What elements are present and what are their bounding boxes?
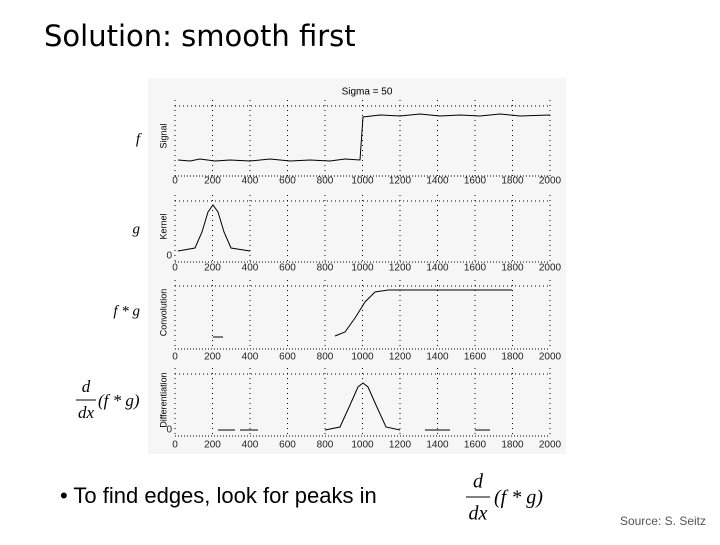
- x-tick-label: 2000: [539, 263, 562, 274]
- panel-rest: (f * g): [98, 391, 140, 410]
- x-tick-label: 1200: [389, 176, 412, 187]
- x-tick-label: 1800: [501, 440, 524, 451]
- x-tick-label: 2000: [539, 440, 562, 451]
- source: Source: S. Seitz: [620, 514, 706, 528]
- x-tick-label: 1800: [501, 352, 524, 363]
- panel-num: d: [82, 377, 91, 396]
- x-tick-label: 1200: [389, 352, 412, 363]
- x-tick-label: 1000: [351, 352, 374, 363]
- panel-label: f * g: [113, 303, 140, 319]
- kernel-curve: [177, 204, 251, 252]
- x-tick-label: 200: [204, 352, 221, 363]
- x-tick-label: 600: [279, 440, 296, 451]
- x-tick-label: 200: [204, 440, 221, 451]
- bullet-content: To find edges, look for peaks in: [73, 483, 376, 508]
- x-tick-label: 800: [317, 352, 334, 363]
- y-axis-label: Kernel: [158, 213, 168, 239]
- x-tick-label: 1600: [464, 263, 487, 274]
- x-tick-label: 1200: [389, 440, 412, 451]
- x-tick-label: 0: [172, 263, 178, 274]
- x-tick-label: 1600: [464, 352, 487, 363]
- x-tick-label: 0: [172, 440, 178, 451]
- bullet-rest: (f * g): [494, 487, 543, 509]
- figure-bg: [148, 78, 566, 454]
- x-tick-label: 1000: [351, 176, 374, 187]
- x-tick-label: 800: [317, 176, 334, 187]
- panel-label: g: [133, 221, 141, 237]
- diff-curve: [324, 382, 401, 431]
- figure-title: Sigma = 50: [342, 87, 393, 98]
- x-tick-label: 400: [242, 440, 259, 451]
- x-tick-label: 1400: [426, 352, 449, 363]
- conv-curve: [334, 289, 512, 337]
- bullet-text: • To find edges, look for peaks in: [60, 483, 377, 508]
- x-tick-label: 600: [279, 176, 296, 187]
- slide-title: Solution: smooth first: [44, 19, 356, 53]
- x-tick-label: 1600: [464, 176, 487, 187]
- x-tick-label: 400: [242, 176, 259, 187]
- x-tick-label: 800: [317, 440, 334, 451]
- x-tick-label: 1200: [389, 263, 412, 274]
- x-tick-label: 400: [242, 263, 259, 274]
- x-tick-label: 400: [242, 352, 259, 363]
- bullet-num: d: [473, 471, 484, 493]
- bullet-den: dx: [469, 503, 488, 525]
- y-axis-label: Differentiation: [158, 372, 168, 427]
- x-tick-label: 200: [204, 263, 221, 274]
- curves: [177, 113, 551, 431]
- x-tick-label: 1800: [501, 176, 524, 187]
- x-tick-label: 1600: [464, 440, 487, 451]
- x-tick-label: 2000: [539, 352, 562, 363]
- x-tick-label: 600: [279, 352, 296, 363]
- x-tick-label: 1400: [426, 176, 449, 187]
- x-tick-label: 800: [317, 263, 334, 274]
- zero-label: 0: [166, 425, 172, 436]
- x-tick-label: 600: [279, 263, 296, 274]
- y-axis-label: Signal: [158, 123, 168, 148]
- panel-den: dx: [78, 403, 95, 422]
- signal-curve: [177, 113, 551, 162]
- x-tick-label: 0: [172, 352, 178, 363]
- x-tick-label: 1400: [426, 263, 449, 274]
- x-tick-label: 0: [172, 176, 178, 187]
- x-tick-label: 1000: [351, 263, 374, 274]
- zero-label: 0: [166, 251, 172, 262]
- x-tick-label: 1800: [501, 263, 524, 274]
- x-tick-label: 200: [204, 176, 221, 187]
- x-tick-label: 1000: [351, 440, 374, 451]
- x-tick-label: 2000: [539, 176, 562, 187]
- panel-label: f: [136, 131, 142, 147]
- y-axis-label: Convolution: [158, 289, 168, 337]
- x-tick-label: 1400: [426, 440, 449, 451]
